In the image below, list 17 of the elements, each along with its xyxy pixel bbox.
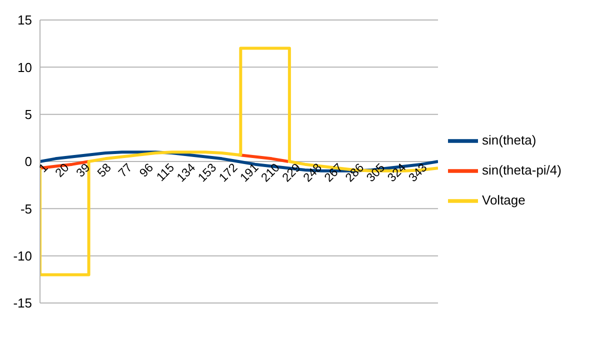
legend-label: sin(theta-pi/4) xyxy=(482,162,562,177)
x-tick-label: 39 xyxy=(73,160,93,180)
line-series xyxy=(40,46,438,276)
x-tick-label: 96 xyxy=(136,160,156,180)
x-tick-label: 1 xyxy=(36,160,51,176)
y-tick-label: -5 xyxy=(20,201,32,216)
x-tick-label: 20 xyxy=(52,160,72,180)
y-tick-label: 15 xyxy=(18,12,32,28)
y-tick-label: 0 xyxy=(24,154,32,170)
legend-label: Voltage xyxy=(482,192,526,207)
legend-label: sin(theta) xyxy=(482,132,536,147)
x-tick-label: 58 xyxy=(94,160,114,180)
y-tick-label: -10 xyxy=(13,248,32,264)
y-tick-label: -15 xyxy=(13,296,32,311)
x-tick-label: 77 xyxy=(116,160,136,180)
y-tick-label: 5 xyxy=(24,106,32,122)
y-tick-label: 10 xyxy=(18,60,32,75)
